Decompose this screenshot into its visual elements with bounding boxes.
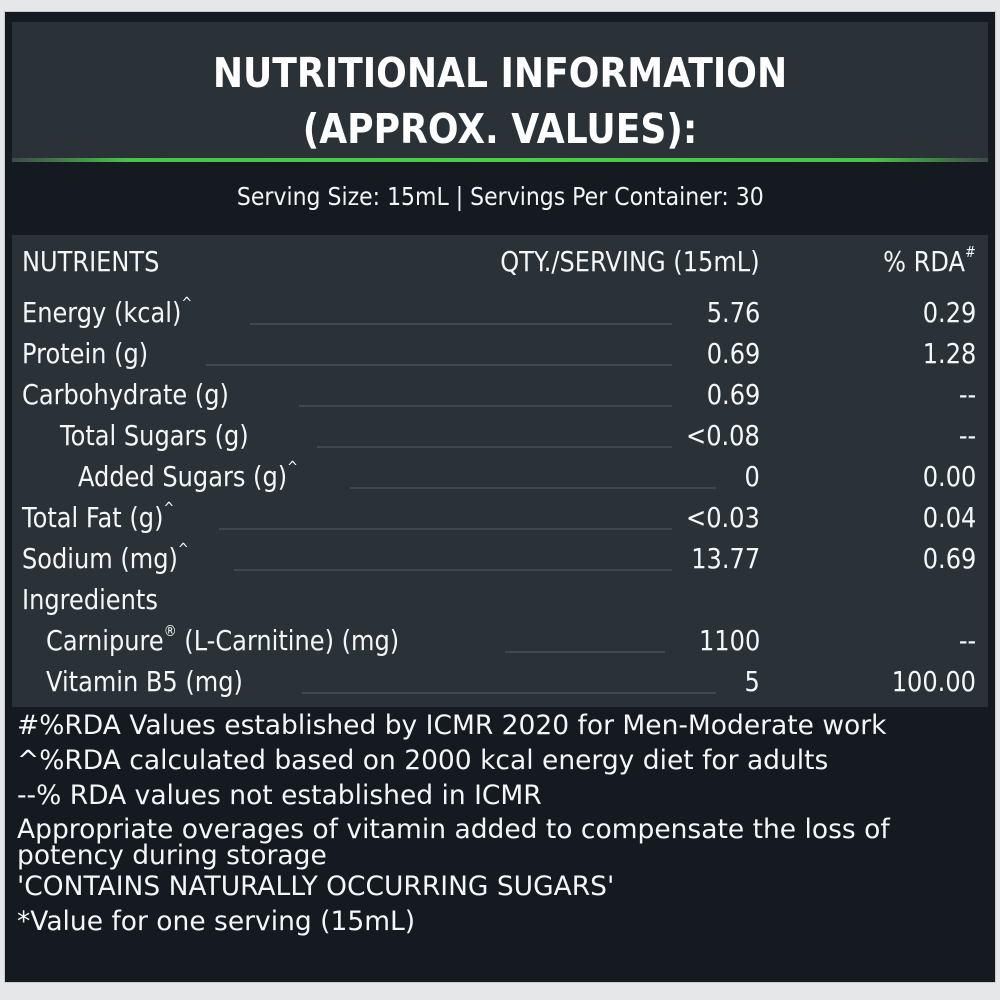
table-row: Carnipure® (L-Carnitine) (mg) 1100 -- [12,620,988,661]
accent-divider [12,158,988,162]
label-text: Total Fat (g) [22,501,164,534]
nutrient-label: Total Fat (g)^ [22,497,174,538]
nutrient-label: Carnipure® (L-Carnitine) (mg) [46,620,399,661]
footnote-natural-sugars: 'CONTAINS NATURALLY OCCURRING SUGARS' [17,871,615,902]
leader-line [317,446,672,448]
table-row: Sodium (mg)^ 13.77 0.69 [12,538,988,579]
qty-value: 13.77 [691,542,760,575]
footnote-mark: ^ [177,540,189,558]
leader-line [299,405,672,407]
rda-header-mark: # [965,243,976,261]
qty-value: 0.69 [706,337,760,370]
rda-value: -- [958,624,976,657]
label-text: Vitamin B5 (mg) [46,665,243,698]
title-line-2: (APPROX. VALUES): [302,105,698,153]
qty-value: 5 [744,665,760,698]
column-header-nutrients: NUTRIENTS [22,245,160,278]
footnote-rda-basis: ^%RDA calculated based on 2000 kcal ener… [17,745,829,776]
nutrient-label: Sodium (mg)^ [22,538,189,579]
leader-line [234,569,672,571]
table-row-ingredients-heading: Ingredients [12,579,988,620]
nutrient-label: Carbohydrate (g) [22,374,229,415]
label-header: NUTRITIONAL INFORMATION (APPROX. VALUES)… [12,22,988,162]
qty-value: 1100 [698,624,760,657]
title-line-1: NUTRITIONAL INFORMATION [212,49,788,97]
qty-value: 5.76 [706,296,760,329]
serving-text: Serving Size: 15mL | Servings Per Contai… [236,182,764,211]
nutrition-label-frame: NUTRITIONAL INFORMATION (APPROX. VALUES)… [5,12,995,982]
rda-value: 1.28 [922,337,976,370]
qty-value: 0 [744,460,760,493]
qty-value: <0.08 [686,419,760,452]
footnote-rda-source: #%RDA Values established by ICMR 2020 fo… [17,710,887,741]
leader-line [250,323,672,325]
footnote-mark: ^ [287,458,298,476]
footnote-overages-line1: Appropriate overages of vitamin added to… [17,814,890,845]
column-header-rda: % RDA# [883,241,976,282]
rda-value: -- [958,419,976,452]
nutrient-label: Protein (g) [22,333,148,374]
footnote-overages-line2: potency during storage [17,840,327,871]
page-title: NUTRITIONAL INFORMATION (APPROX. VALUES)… [71,22,930,157]
table-row: Energy (kcal)^ 5.76 0.29 [12,292,988,333]
table-row: Added Sugars (g)^ 0 0.00 [12,456,988,497]
qty-value: 0.69 [706,378,760,411]
nutrient-label: Vitamin B5 (mg) [46,661,243,702]
table-header-row: NUTRIENTS QTY./SERVING (15mL) % RDA# [12,241,988,282]
table-row: Carbohydrate (g) 0.69 -- [12,374,988,415]
label-text: Total Sugars (g) [60,419,249,452]
footnote-serving-value: *Value for one serving (15mL) [17,906,416,937]
table-row: Total Sugars (g) <0.08 -- [12,415,988,456]
section-label: Ingredients [22,583,158,616]
table-row: Vitamin B5 (mg) 5 100.00 [12,661,988,702]
leader-line [206,364,672,366]
nutrient-table: NUTRIENTS QTY./SERVING (15mL) % RDA# Ene… [12,235,988,707]
rda-value: 0.04 [922,501,976,534]
footnote-mark: ^ [163,499,175,517]
label-text: Protein (g) [22,337,149,370]
label-text: Carbohydrate (g) [22,378,229,411]
nutrient-label: Total Sugars (g) [60,415,249,456]
rda-value: 0.69 [922,542,976,575]
rda-header-label: % RDA [883,245,966,278]
leader-line [505,651,665,653]
serving-info: Serving Size: 15mL | Servings Per Contai… [12,162,988,232]
footnote-rda-not-established: --% RDA values not established in ICMR [17,780,542,811]
registered-mark: ® [163,622,177,640]
label-text: Sodium (mg) [22,542,178,575]
leader-line [302,692,716,694]
label-suffix: (L-Carnitine) (mg) [176,624,400,657]
qty-value: <0.03 [686,501,760,534]
column-header-qty: QTY./SERVING (15mL) [500,245,760,278]
table-row: Total Fat (g)^ <0.03 0.04 [12,497,988,538]
leader-line [350,487,716,489]
rda-value: 0.00 [922,460,976,493]
rda-value: 0.29 [922,296,976,329]
label-text: Energy (kcal) [22,296,182,329]
footnote-mark: ^ [181,294,193,312]
nutrient-label: Energy (kcal)^ [22,292,192,333]
nutrient-label: Added Sugars (g)^ [78,456,298,497]
label-text: Added Sugars (g) [78,460,288,493]
label-text: Carnipure [46,624,164,657]
table-row: Protein (g) 0.69 1.28 [12,333,988,374]
footnotes: #%RDA Values established by ICMR 2020 fo… [12,708,988,939]
leader-line [219,528,672,530]
rda-value: 100.00 [891,665,976,698]
rda-value: -- [958,378,976,411]
